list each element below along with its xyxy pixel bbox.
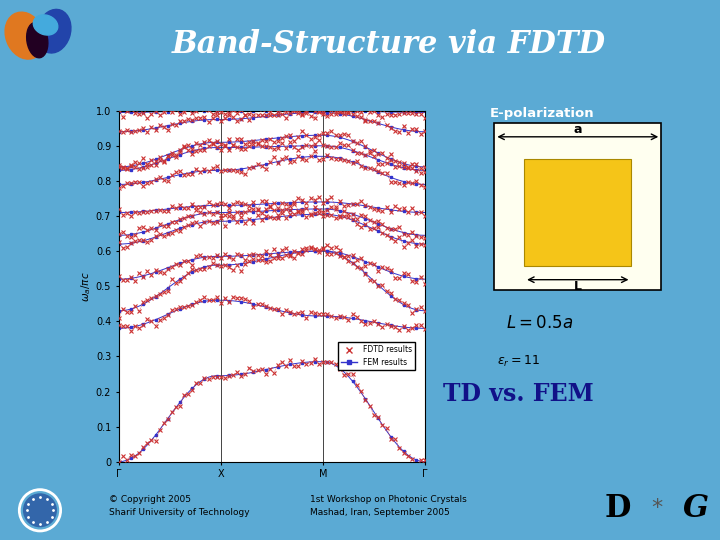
Text: G: G (683, 492, 709, 524)
Bar (524, 159, 631, 266)
Ellipse shape (37, 9, 71, 53)
Legend: FDTD results, FEM results: FDTD results, FEM results (338, 342, 415, 370)
Circle shape (23, 494, 57, 527)
Ellipse shape (27, 23, 48, 58)
Text: L: L (574, 280, 582, 293)
Y-axis label: $\omega_a/\pi c$: $\omega_a/\pi c$ (79, 271, 93, 301)
Ellipse shape (5, 12, 45, 59)
Text: 1st Workshop on Photonic Crystals
Mashad, Iran, September 2005: 1st Workshop on Photonic Crystals Mashad… (310, 495, 467, 517)
Ellipse shape (33, 15, 58, 35)
Text: a: a (574, 123, 582, 136)
Text: Band-Structure via FDTD: Band-Structure via FDTD (172, 29, 606, 60)
Text: TD vs. FEM: TD vs. FEM (443, 382, 593, 406)
Text: D: D (605, 492, 631, 524)
Text: © Copyright 2005
Sharif University of Technology: © Copyright 2005 Sharif University of Te… (109, 495, 250, 517)
Text: $\varepsilon_r = 11$: $\varepsilon_r = 11$ (497, 354, 539, 369)
Text: E-polarization: E-polarization (490, 107, 594, 120)
Text: *: * (652, 498, 662, 518)
Text: $L = 0.5a$: $L = 0.5a$ (506, 315, 574, 333)
